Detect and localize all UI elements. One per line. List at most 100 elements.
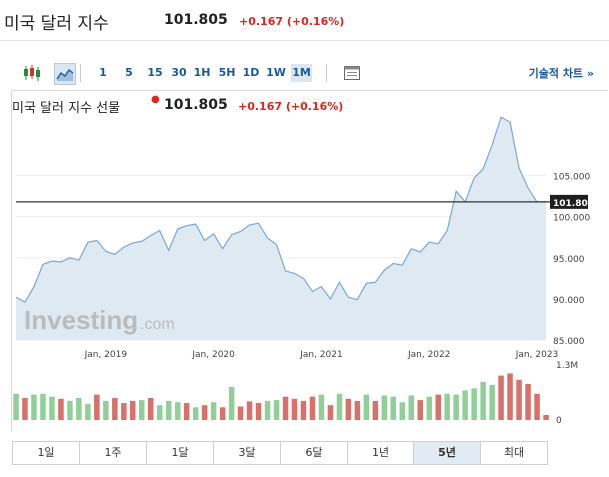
volume-bar	[489, 384, 495, 420]
volume-axis-labels: 1.3M 0	[556, 361, 578, 426]
volume-bar	[40, 393, 46, 420]
volume-bar	[453, 394, 459, 420]
volume-bar	[148, 398, 154, 420]
volume-bar	[67, 401, 73, 420]
volume-bar	[399, 402, 405, 420]
volume-bar	[354, 401, 361, 420]
legend-instrument-name: 미국 달러 지수 선물	[12, 101, 121, 116]
live-indicator-icon: ●	[151, 94, 160, 105]
volume-bar	[525, 384, 531, 420]
volume-bar	[112, 398, 118, 420]
volume-bar	[498, 375, 504, 420]
volume-bar	[336, 393, 343, 420]
volume-bar	[237, 406, 244, 420]
volume-bar	[31, 394, 37, 420]
toolbar-divider	[326, 64, 327, 82]
volume-bar	[381, 395, 388, 420]
volume-bar	[192, 407, 199, 420]
candlestick-icon[interactable]	[22, 63, 42, 83]
volume-bar	[390, 396, 396, 420]
volume-bar	[264, 401, 271, 420]
volume-bar	[309, 396, 316, 420]
volume-bar	[408, 395, 414, 420]
volume-bar	[76, 398, 82, 420]
volume-bar	[507, 373, 513, 420]
price-change: +0.167 (+0.16%)	[239, 15, 345, 28]
watermark-brand: Investing	[24, 305, 138, 335]
technical-chart-link[interactable]: 기술적 차트 »	[528, 67, 594, 80]
volume-bar	[183, 403, 190, 420]
volume-bar	[291, 398, 298, 420]
range-6m[interactable]: 6달	[281, 442, 348, 464]
range-1d[interactable]: 1일	[13, 442, 80, 464]
interval-1m[interactable]: 1M	[291, 64, 312, 82]
volume-bar	[318, 394, 325, 420]
volume-bar	[121, 403, 127, 420]
interval-1w[interactable]: 1W	[266, 66, 286, 79]
page-title: 미국 달러 지수	[4, 14, 109, 34]
volume-bar	[228, 387, 235, 420]
volume-bar	[516, 379, 522, 420]
volume-bar	[58, 398, 64, 420]
volume-bar	[417, 400, 423, 420]
volume-bar	[543, 414, 549, 420]
range-max[interactable]: 최대	[503, 446, 525, 459]
x-axis-labels: Jan, 2019 Jan, 2020 Jan, 2021 Jan, 2022 Jan,…	[84, 350, 559, 360]
range-1m[interactable]: 1달	[147, 442, 214, 464]
volume-bar	[139, 400, 145, 420]
x-tick-label: Jan, 2023	[515, 350, 559, 360]
volume-bar	[246, 401, 253, 420]
volume-bar	[166, 401, 172, 420]
volume-bar	[201, 405, 208, 420]
range-1y[interactable]: 1년	[348, 442, 414, 464]
volume-bar	[462, 390, 468, 420]
volume-bar	[103, 401, 109, 420]
range-1w[interactable]: 1주	[80, 442, 147, 464]
volume-bar	[300, 401, 307, 420]
current-price-badge	[550, 194, 588, 209]
range-selector: 1일 1주 1달 3달 6달 1년 5년 최대	[12, 441, 548, 465]
interval-5h[interactable]: 5H	[218, 66, 236, 79]
volume-bar	[471, 388, 477, 420]
volume-bar	[49, 396, 55, 420]
volume-bar	[273, 400, 280, 420]
volume-bar	[175, 402, 181, 420]
area-chart-icon[interactable]	[54, 63, 76, 85]
range-5y[interactable]: 5년	[414, 442, 481, 464]
x-tick-label: Jan, 2020	[191, 350, 235, 360]
y-axis-labels: 105.000 100.000 95.000 90.000 85.000	[553, 173, 590, 347]
volume-bar	[345, 398, 352, 420]
x-tick-label: Jan, 2022	[407, 350, 451, 360]
y-tick-label: 90.000	[553, 296, 585, 306]
range-3m[interactable]: 3달	[214, 442, 281, 464]
interval-1h[interactable]: 1H	[193, 66, 211, 79]
volume-bar	[94, 394, 100, 420]
current-price-value: 101.800	[553, 199, 594, 209]
volume-bar	[13, 393, 19, 420]
volume-bar	[219, 407, 226, 420]
current-price: 101.805	[164, 12, 228, 28]
volume-bar	[534, 393, 540, 420]
table-icon[interactable]	[342, 63, 362, 83]
toolbar-divider	[80, 64, 81, 82]
volume-bar	[157, 405, 163, 420]
interval-1[interactable]: 1	[99, 66, 107, 79]
chart-toolbar: 1 5 15 30 1H 5H 1D 1W 1M 기술적 차트 »	[12, 60, 608, 86]
x-tick-label: Jan, 2019	[84, 350, 128, 360]
y-tick-label: 100.000	[553, 214, 590, 224]
volume-bar	[22, 398, 28, 420]
interval-30[interactable]: 30	[171, 66, 187, 79]
price-chart[interactable]: Investing .com 101.800 105.000 100.000 95.…	[0, 0, 609, 440]
volume-bar	[130, 401, 136, 420]
volume-max-label: 1.3M	[556, 361, 578, 371]
volume-bar	[363, 394, 370, 420]
x-tick-label: Jan, 2021	[299, 350, 343, 360]
interval-1d[interactable]: 1D	[242, 66, 260, 79]
price-area-fill	[16, 117, 546, 340]
volume-bar	[372, 401, 379, 420]
volume-min-label: 0	[556, 416, 562, 426]
interval-5[interactable]: 5	[125, 66, 133, 79]
interval-15[interactable]: 15	[147, 66, 163, 79]
investing-watermark: Investing .com	[24, 305, 175, 335]
y-tick-label: 95.000	[553, 255, 585, 265]
